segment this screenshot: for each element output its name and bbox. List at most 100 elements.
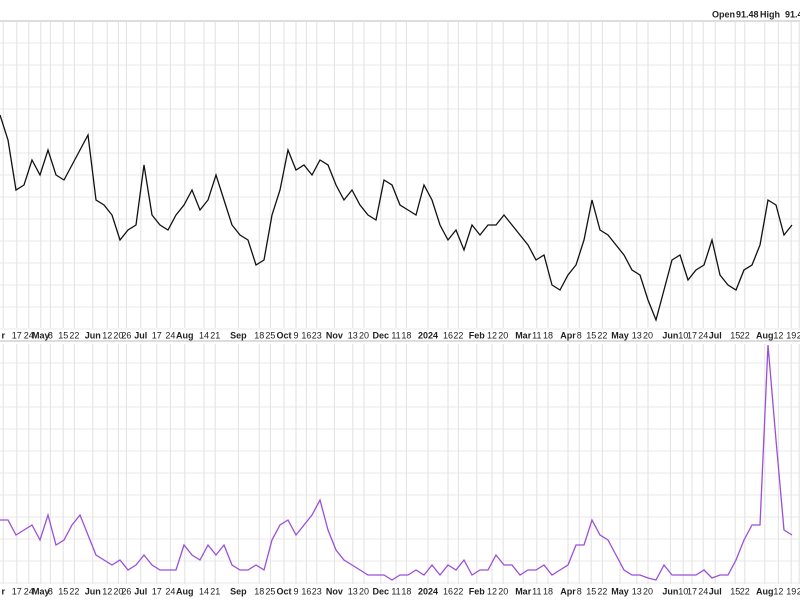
header-item: 91.48 [736, 9, 759, 19]
x-tick-label: 17 [687, 586, 697, 596]
x-tick-label: 24 [24, 586, 34, 596]
x-tick-label: 22 [69, 330, 79, 340]
x-tick-label: 10 [678, 586, 688, 596]
x-tick-label: May [32, 586, 50, 596]
x-tick-label: 22 [453, 330, 463, 340]
x-tick-label: 20 [643, 586, 653, 596]
x-tick-label: 26 [121, 330, 131, 340]
x-tick-label: 2 [797, 330, 800, 340]
x-tick-label: Apr [560, 586, 576, 596]
x-tick-label: 2024 [418, 586, 438, 596]
x-tick-label: Aug [756, 586, 774, 596]
x-tick-label: 17 [12, 330, 22, 340]
x-tick-label: 15 [586, 330, 596, 340]
x-tick-label: 13 [632, 330, 642, 340]
x-tick-label: 17 [687, 330, 697, 340]
x-tick-label: 15 [58, 330, 68, 340]
price-line [0, 344, 793, 581]
x-tick-label: 9 [293, 586, 298, 596]
x-tick-label: 24 [24, 330, 34, 340]
x-tick-label: Oct [276, 330, 291, 340]
x-tick-label: Jul [709, 586, 722, 596]
x-tick-label: 20 [498, 586, 508, 596]
x-tick-label: 21 [210, 330, 220, 340]
x-tick-label: 24 [698, 586, 708, 596]
x-tick-label: Nov [326, 330, 343, 340]
x-tick-label: 16 [301, 330, 311, 340]
x-tick-label: 18 [254, 330, 264, 340]
x-tick-label: Oct [276, 586, 291, 596]
x-tick-label: 18 [543, 586, 553, 596]
x-tick-label: 22 [453, 586, 463, 596]
x-tick-label: 18 [543, 330, 553, 340]
x-tick-label: 18 [401, 330, 411, 340]
x-tick-label: 24 [698, 330, 708, 340]
x-tick-label: 20 [643, 330, 653, 340]
x-tick-label: 18 [401, 586, 411, 596]
x-tick-label: 22 [740, 586, 750, 596]
x-tick-label: 21 [210, 586, 220, 596]
x-tick-label: 12 [487, 330, 497, 340]
x-tick-label: 15 [58, 586, 68, 596]
x-tick-label: r [1, 330, 5, 340]
x-tick-label: 12 [487, 586, 497, 596]
x-tick-label: 18 [254, 586, 264, 596]
x-tick-label: 10 [678, 330, 688, 340]
x-tick-label: Sep [230, 330, 247, 340]
x-tick-label: Aug [176, 330, 194, 340]
x-tick-label: 12 [102, 330, 112, 340]
x-tick-label: 14 [199, 586, 209, 596]
price-line [0, 114, 793, 323]
x-tick-label: 13 [348, 330, 358, 340]
x-tick-label: 12 [773, 330, 783, 340]
x-tick-label: 15 [730, 330, 740, 340]
x-tick-label: Mar [515, 330, 532, 340]
x-tick-label: Aug [176, 586, 194, 596]
x-tick-label: May [32, 330, 50, 340]
x-tick-label: r [1, 586, 5, 596]
x-tick-label: Dec [373, 330, 390, 340]
x-tick-label: 13 [632, 586, 642, 596]
x-tick-label: Nov [326, 586, 343, 596]
x-tick-label: Jun [662, 330, 678, 340]
x-tick-label: 16 [443, 330, 453, 340]
x-tick-label: 11 [532, 330, 541, 340]
x-tick-label: Apr [560, 330, 576, 340]
x-tick-label: 12 [102, 586, 112, 596]
x-tick-label: Jul [134, 586, 147, 596]
x-tick-label: Jul [709, 330, 722, 340]
x-tick-label: 2024 [418, 330, 438, 340]
x-tick-label: 8 [48, 330, 53, 340]
x-tick-label: 15 [586, 586, 596, 596]
x-tick-label: 23 [312, 330, 322, 340]
x-tick-label: 11 [532, 586, 541, 596]
x-tick-label: 17 [152, 330, 162, 340]
x-tick-label: 25 [265, 586, 275, 596]
x-tick-label: 23 [312, 586, 322, 596]
x-tick-label: Jun [85, 586, 101, 596]
x-tick-label: 17 [12, 586, 22, 596]
x-tick-label: May [611, 330, 629, 340]
x-tick-label: 20 [498, 330, 508, 340]
x-tick-label: Mar [515, 586, 532, 596]
x-tick-label: 11 [391, 330, 400, 340]
header-item: Open [712, 9, 735, 19]
x-tick-label: 13 [348, 586, 358, 596]
x-tick-label: Jul [134, 330, 147, 340]
x-tick-label: 11 [391, 586, 400, 596]
x-tick-label: 20 [359, 586, 369, 596]
x-tick-label: Feb [469, 330, 486, 340]
x-tick-label: 20 [113, 330, 123, 340]
x-tick-label: 22 [740, 330, 750, 340]
x-tick-label: 14 [199, 330, 209, 340]
x-tick-label: 24 [165, 586, 175, 596]
x-tick-label: 19 [786, 586, 796, 596]
x-tick-label: 2 [797, 586, 800, 596]
x-tick-label: Jun [662, 586, 678, 596]
x-tick-label: 8 [577, 586, 582, 596]
header-item: 91.48 [785, 9, 800, 19]
x-tick-label: 15 [730, 586, 740, 596]
x-tick-label: 19 [786, 330, 796, 340]
